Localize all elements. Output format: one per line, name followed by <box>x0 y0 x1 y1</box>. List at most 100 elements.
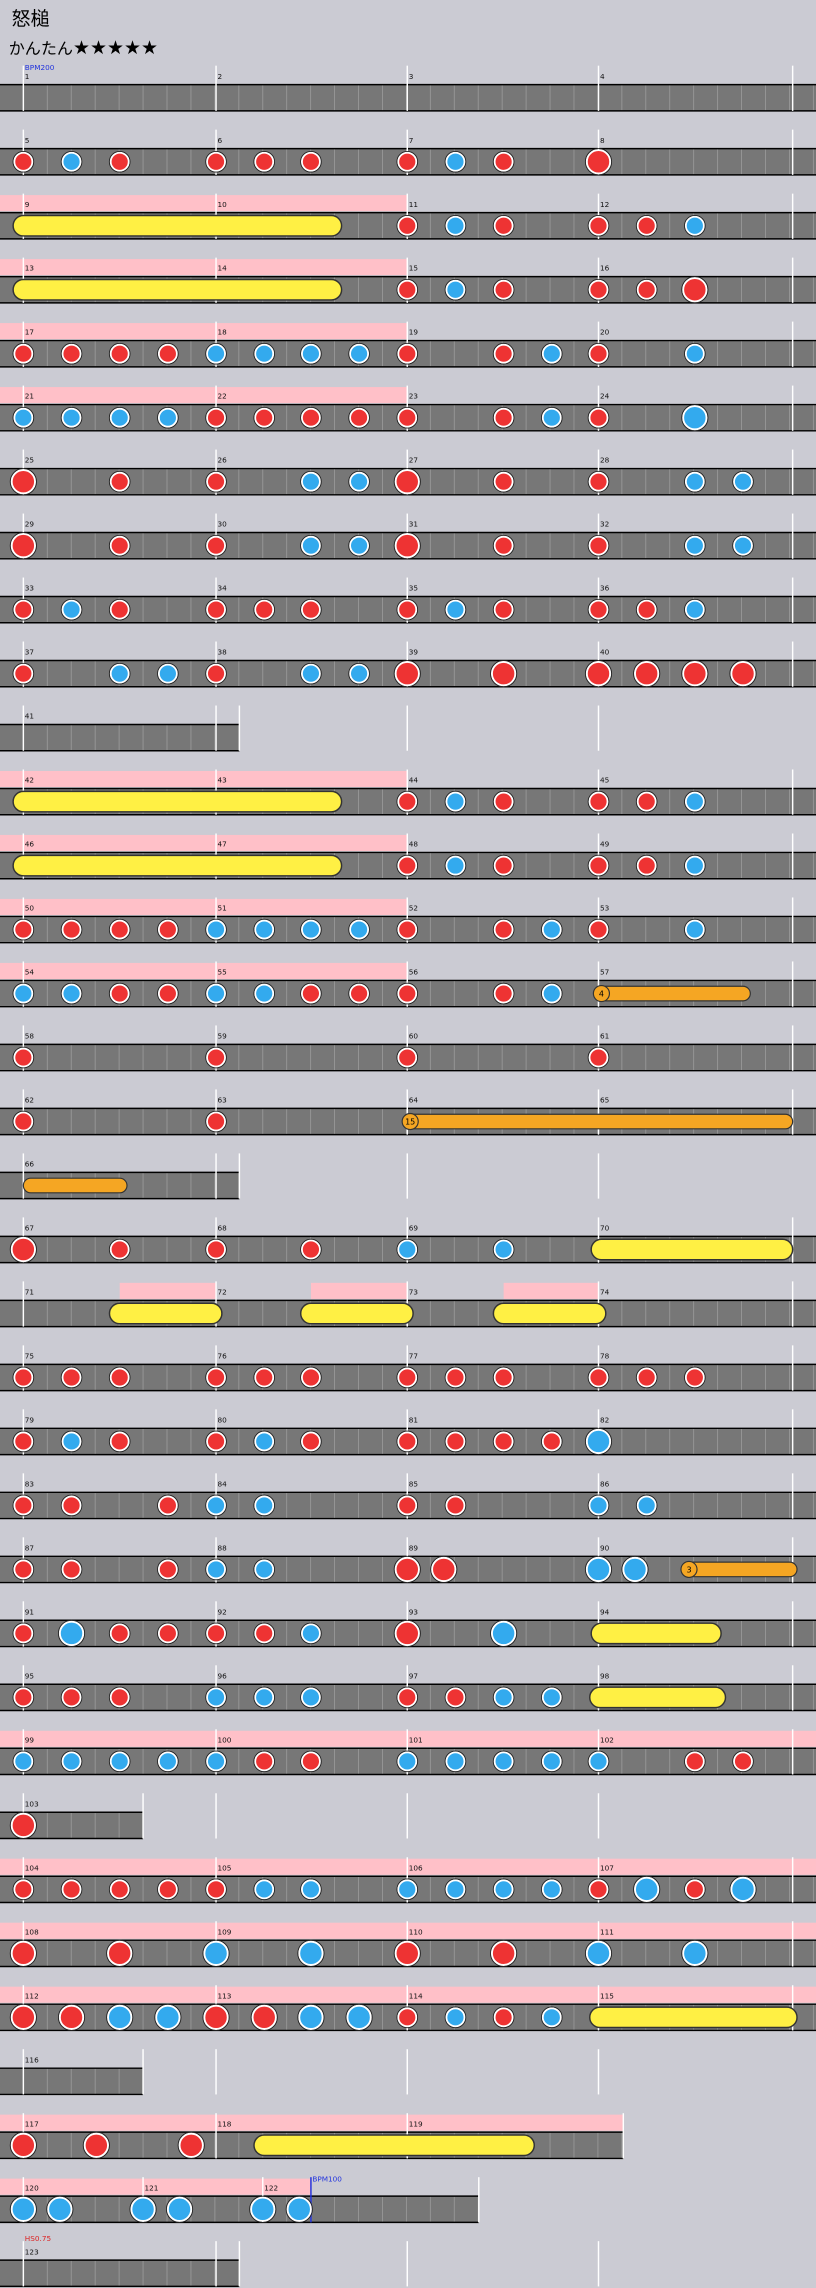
note-rim <box>250 2003 278 2031</box>
difficulty: かんたん★★★★★ <box>9 37 158 59</box>
note-rim <box>108 1686 131 1709</box>
note <box>13 1431 34 1452</box>
note <box>397 151 418 172</box>
note <box>10 2132 36 2158</box>
drumroll <box>12 790 343 813</box>
note-rim <box>348 406 370 429</box>
note <box>585 1940 612 1966</box>
note <box>61 919 82 940</box>
note <box>109 151 130 172</box>
note-rim <box>157 1750 179 1773</box>
note-rim <box>492 790 515 813</box>
measure-number: 117 <box>25 2119 39 2128</box>
measure-number: 82 <box>600 1415 609 1424</box>
note <box>431 1556 457 1583</box>
measure-number: 42 <box>25 776 34 785</box>
note <box>254 1559 275 1580</box>
note-rim <box>12 1878 35 1901</box>
note-rim <box>108 150 131 173</box>
note <box>286 2196 312 2222</box>
note-rim <box>684 214 706 237</box>
note-rim <box>205 342 227 365</box>
note-rim <box>396 1238 419 1261</box>
note-rim <box>60 982 83 1005</box>
measure-number: 96 <box>218 1671 228 1680</box>
measure-number: 105 <box>218 1863 232 1872</box>
note-rim <box>635 598 658 621</box>
note <box>254 1431 275 1452</box>
note-rim <box>12 406 35 429</box>
note-rim <box>348 534 370 557</box>
measure-number: 23 <box>409 392 419 401</box>
note <box>107 1940 133 1966</box>
note <box>109 1687 130 1708</box>
measure-number: 61 <box>600 1032 609 1041</box>
note-rim <box>540 406 563 429</box>
note <box>157 1751 178 1772</box>
note <box>682 661 708 687</box>
note <box>394 661 420 687</box>
measure-number: 102 <box>600 1735 614 1744</box>
note <box>206 1751 227 1772</box>
note <box>585 149 612 175</box>
measure-number: 89 <box>409 1543 419 1552</box>
measure-number: 30 <box>218 520 228 529</box>
note-rim <box>205 1878 227 1901</box>
note <box>61 151 82 172</box>
gogo-band <box>119 1282 217 1299</box>
note-rim <box>60 1558 83 1581</box>
drumroll <box>12 278 343 301</box>
note <box>109 1239 130 1260</box>
note-rim <box>444 150 467 173</box>
note-rim <box>108 598 131 621</box>
gogo-band <box>0 834 408 851</box>
note-rim <box>621 1555 649 1583</box>
note <box>493 1879 514 1900</box>
note <box>397 919 418 940</box>
note <box>445 151 466 172</box>
note <box>397 1239 418 1260</box>
note <box>109 1367 130 1388</box>
note-rim <box>300 406 322 429</box>
measure-number: 15 <box>409 264 418 273</box>
note-rim <box>108 1750 131 1773</box>
drumroll <box>492 1302 607 1325</box>
note <box>493 1751 514 1772</box>
note <box>250 2196 276 2222</box>
note <box>490 1620 517 1647</box>
note-rim <box>587 214 610 237</box>
note <box>349 535 370 556</box>
measure-number: 9 <box>25 200 30 209</box>
measure-number: 75 <box>25 1352 34 1361</box>
note <box>254 343 275 364</box>
note-rim <box>492 854 515 877</box>
note-rim <box>393 1619 421 1647</box>
note-rim <box>393 1939 421 1967</box>
measure-number: 51 <box>218 904 227 913</box>
note <box>254 1623 275 1644</box>
drumroll <box>590 1622 722 1645</box>
note-rim <box>587 1750 610 1773</box>
measure-number: 31 <box>409 520 418 529</box>
measure-number: 104 <box>25 1863 39 1872</box>
note <box>636 279 657 300</box>
gogo-band <box>0 2178 311 2195</box>
gogo-band <box>0 195 408 212</box>
difficulty-name: かんたん <box>9 39 73 58</box>
note <box>157 919 178 940</box>
note <box>588 407 609 428</box>
note-rim <box>253 982 276 1005</box>
note <box>541 1687 562 1708</box>
note-rim <box>492 2006 515 2029</box>
note-rim <box>684 854 706 877</box>
note-rim <box>396 278 419 301</box>
note-rim <box>444 1750 467 1773</box>
note <box>300 1751 321 1772</box>
note-rim <box>540 2006 563 2029</box>
measure-number: 52 <box>409 904 418 913</box>
note <box>13 1495 34 1516</box>
note-rim <box>684 918 706 941</box>
note-rim <box>684 1878 706 1901</box>
note <box>254 151 275 172</box>
note <box>206 1879 227 1900</box>
